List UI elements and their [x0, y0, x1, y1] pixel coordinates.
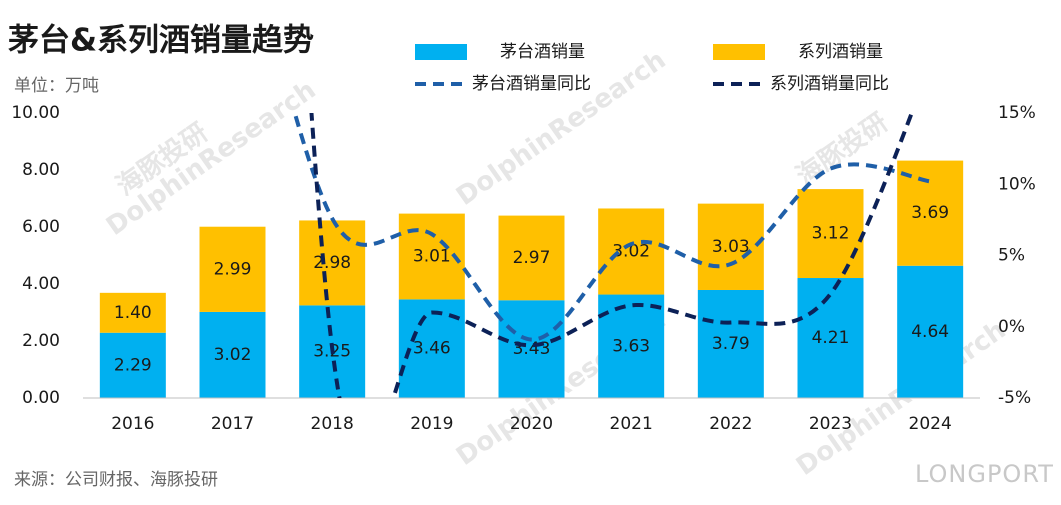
data-label: 3.12 — [812, 224, 850, 244]
yoy-line — [309, 113, 914, 398]
bar — [797, 189, 864, 279]
watermark-logo: LONGPORT — [915, 460, 1054, 488]
bar — [99, 292, 166, 333]
watermark: DolphinResearch — [451, 45, 671, 212]
legend-label: 系列酒销量 — [798, 42, 883, 62]
data-label: 3.02 — [214, 345, 252, 365]
data-label: 3.63 — [612, 336, 650, 356]
legend-swatch — [415, 44, 467, 60]
watermark: 海豚投研 — [791, 108, 893, 192]
y2-tick-label: 15% — [998, 103, 1036, 123]
bar — [598, 294, 665, 398]
bar — [697, 289, 764, 398]
bar — [199, 311, 266, 398]
y2-tick-label: -5% — [998, 388, 1031, 408]
bar — [99, 332, 166, 398]
bar — [897, 265, 964, 398]
x-tick-label: 2016 — [111, 414, 154, 434]
y-tick-label: 10.00 — [11, 103, 60, 123]
y-tick-label: 8.00 — [22, 160, 60, 180]
x-tick-label: 2018 — [311, 414, 354, 434]
y-tick-label: 0.00 — [22, 388, 60, 408]
bar — [797, 278, 864, 398]
data-label: 4.64 — [911, 322, 949, 342]
legend-swatch — [713, 44, 765, 60]
data-label: 2.98 — [313, 253, 351, 273]
bar — [299, 220, 366, 306]
legend-label: 系列酒销量同比 — [770, 74, 889, 94]
x-tick-label: 2019 — [410, 414, 453, 434]
data-label: 3.46 — [413, 339, 451, 359]
data-label: 4.21 — [812, 328, 850, 348]
y-tick-label: 4.00 — [22, 274, 60, 294]
data-label: 3.69 — [911, 203, 949, 223]
data-label: 2.29 — [114, 355, 152, 375]
data-label: 1.40 — [114, 303, 152, 323]
bar — [498, 215, 565, 301]
data-label: 3.79 — [712, 334, 750, 354]
bar — [199, 226, 266, 312]
chart-title: 茅台&系列酒销量趋势 — [8, 23, 314, 59]
y2-tick-label: 0% — [998, 317, 1025, 337]
data-label: 2.99 — [214, 259, 252, 279]
y2-tick-label: 5% — [998, 246, 1025, 266]
bar — [598, 208, 665, 295]
data-label: 3.03 — [712, 237, 750, 257]
bar — [498, 300, 565, 398]
data-label: 3.01 — [413, 246, 451, 266]
bar — [897, 160, 964, 266]
legend-label: 茅台酒销量 — [500, 42, 585, 62]
y-tick-label: 6.00 — [22, 217, 60, 237]
watermark: DolphinResearch — [101, 75, 321, 242]
x-tick-label: 2017 — [211, 414, 254, 434]
unit-label: 单位：万吨 — [14, 76, 99, 96]
bar — [697, 203, 764, 290]
source-note: 来源：公司财报、海豚投研 — [14, 470, 218, 490]
x-tick-label: 2023 — [809, 414, 852, 434]
data-label: 2.97 — [513, 248, 551, 268]
x-tick-label: 2022 — [709, 414, 752, 434]
line-group — [309, 113, 914, 398]
y2-tick-label: 10% — [998, 174, 1036, 194]
y-tick-label: 2.00 — [22, 331, 60, 351]
legend-label: 茅台酒销量同比 — [472, 74, 591, 94]
x-tick-label: 2020 — [510, 414, 553, 434]
data-label: 3.02 — [612, 242, 650, 262]
x-tick-label: 2021 — [610, 414, 653, 434]
x-tick-label: 2024 — [909, 414, 952, 434]
